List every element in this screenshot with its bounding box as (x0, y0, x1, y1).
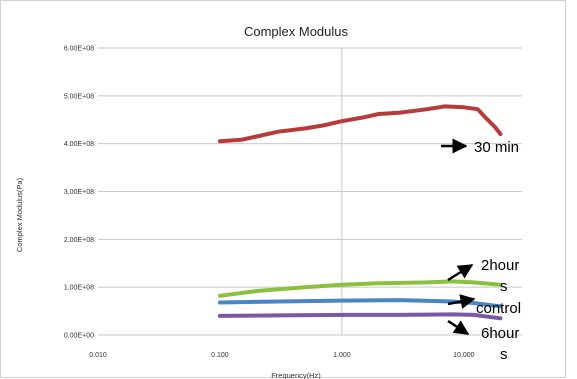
annotation-6hours-wrap: s (500, 346, 508, 363)
y-tick-label: 2.00E+08 (64, 237, 94, 244)
annotation-6hours: 6hour (481, 325, 519, 342)
y-axis-label: Complex Modulus(Pa) (15, 177, 24, 252)
y-tick-label: 4.00E+08 (64, 141, 94, 148)
series-line-1 (217, 104, 503, 144)
y-tick-label: 1.00E+08 (64, 285, 94, 292)
annotation-30min: 30 min (474, 139, 519, 156)
x-tick-label: 0.010 (89, 352, 107, 359)
chart-title: Complex Modulus (244, 24, 349, 39)
annotation-2hours: 2hour (481, 257, 519, 274)
x-tick-label: 10.000 (453, 352, 475, 359)
y-tick-label: 0.00E+00 (64, 333, 94, 340)
y-tick-label: 6.00E+08 (64, 46, 94, 53)
x-axis-label: Frequency(Hz) (271, 371, 321, 379)
annotation-arrow-control (447, 294, 476, 309)
y-tick-labels: 0.00E+00 1.00E+08 2.00E+08 3.00E+08 4.00E+08… (64, 46, 94, 340)
annotation-control: control (476, 300, 521, 317)
series-line-4 (217, 312, 503, 321)
series-line-2 (217, 279, 503, 298)
y-tick-label: 5.00E+08 (64, 93, 94, 100)
annotation-2hours-wrap: s (500, 278, 508, 295)
annotation-arrow-6hours (447, 319, 470, 336)
gridlines (98, 47, 522, 336)
x-tick-labels: 0.010 0.100 1.000 10.000 (89, 352, 474, 359)
x-tick-label: 0.100 (211, 352, 229, 359)
x-tick-label: 1.000 (333, 352, 351, 359)
y-tick-label: 3.00E+08 (64, 189, 94, 196)
annotation-arrow-2hours (447, 263, 474, 282)
